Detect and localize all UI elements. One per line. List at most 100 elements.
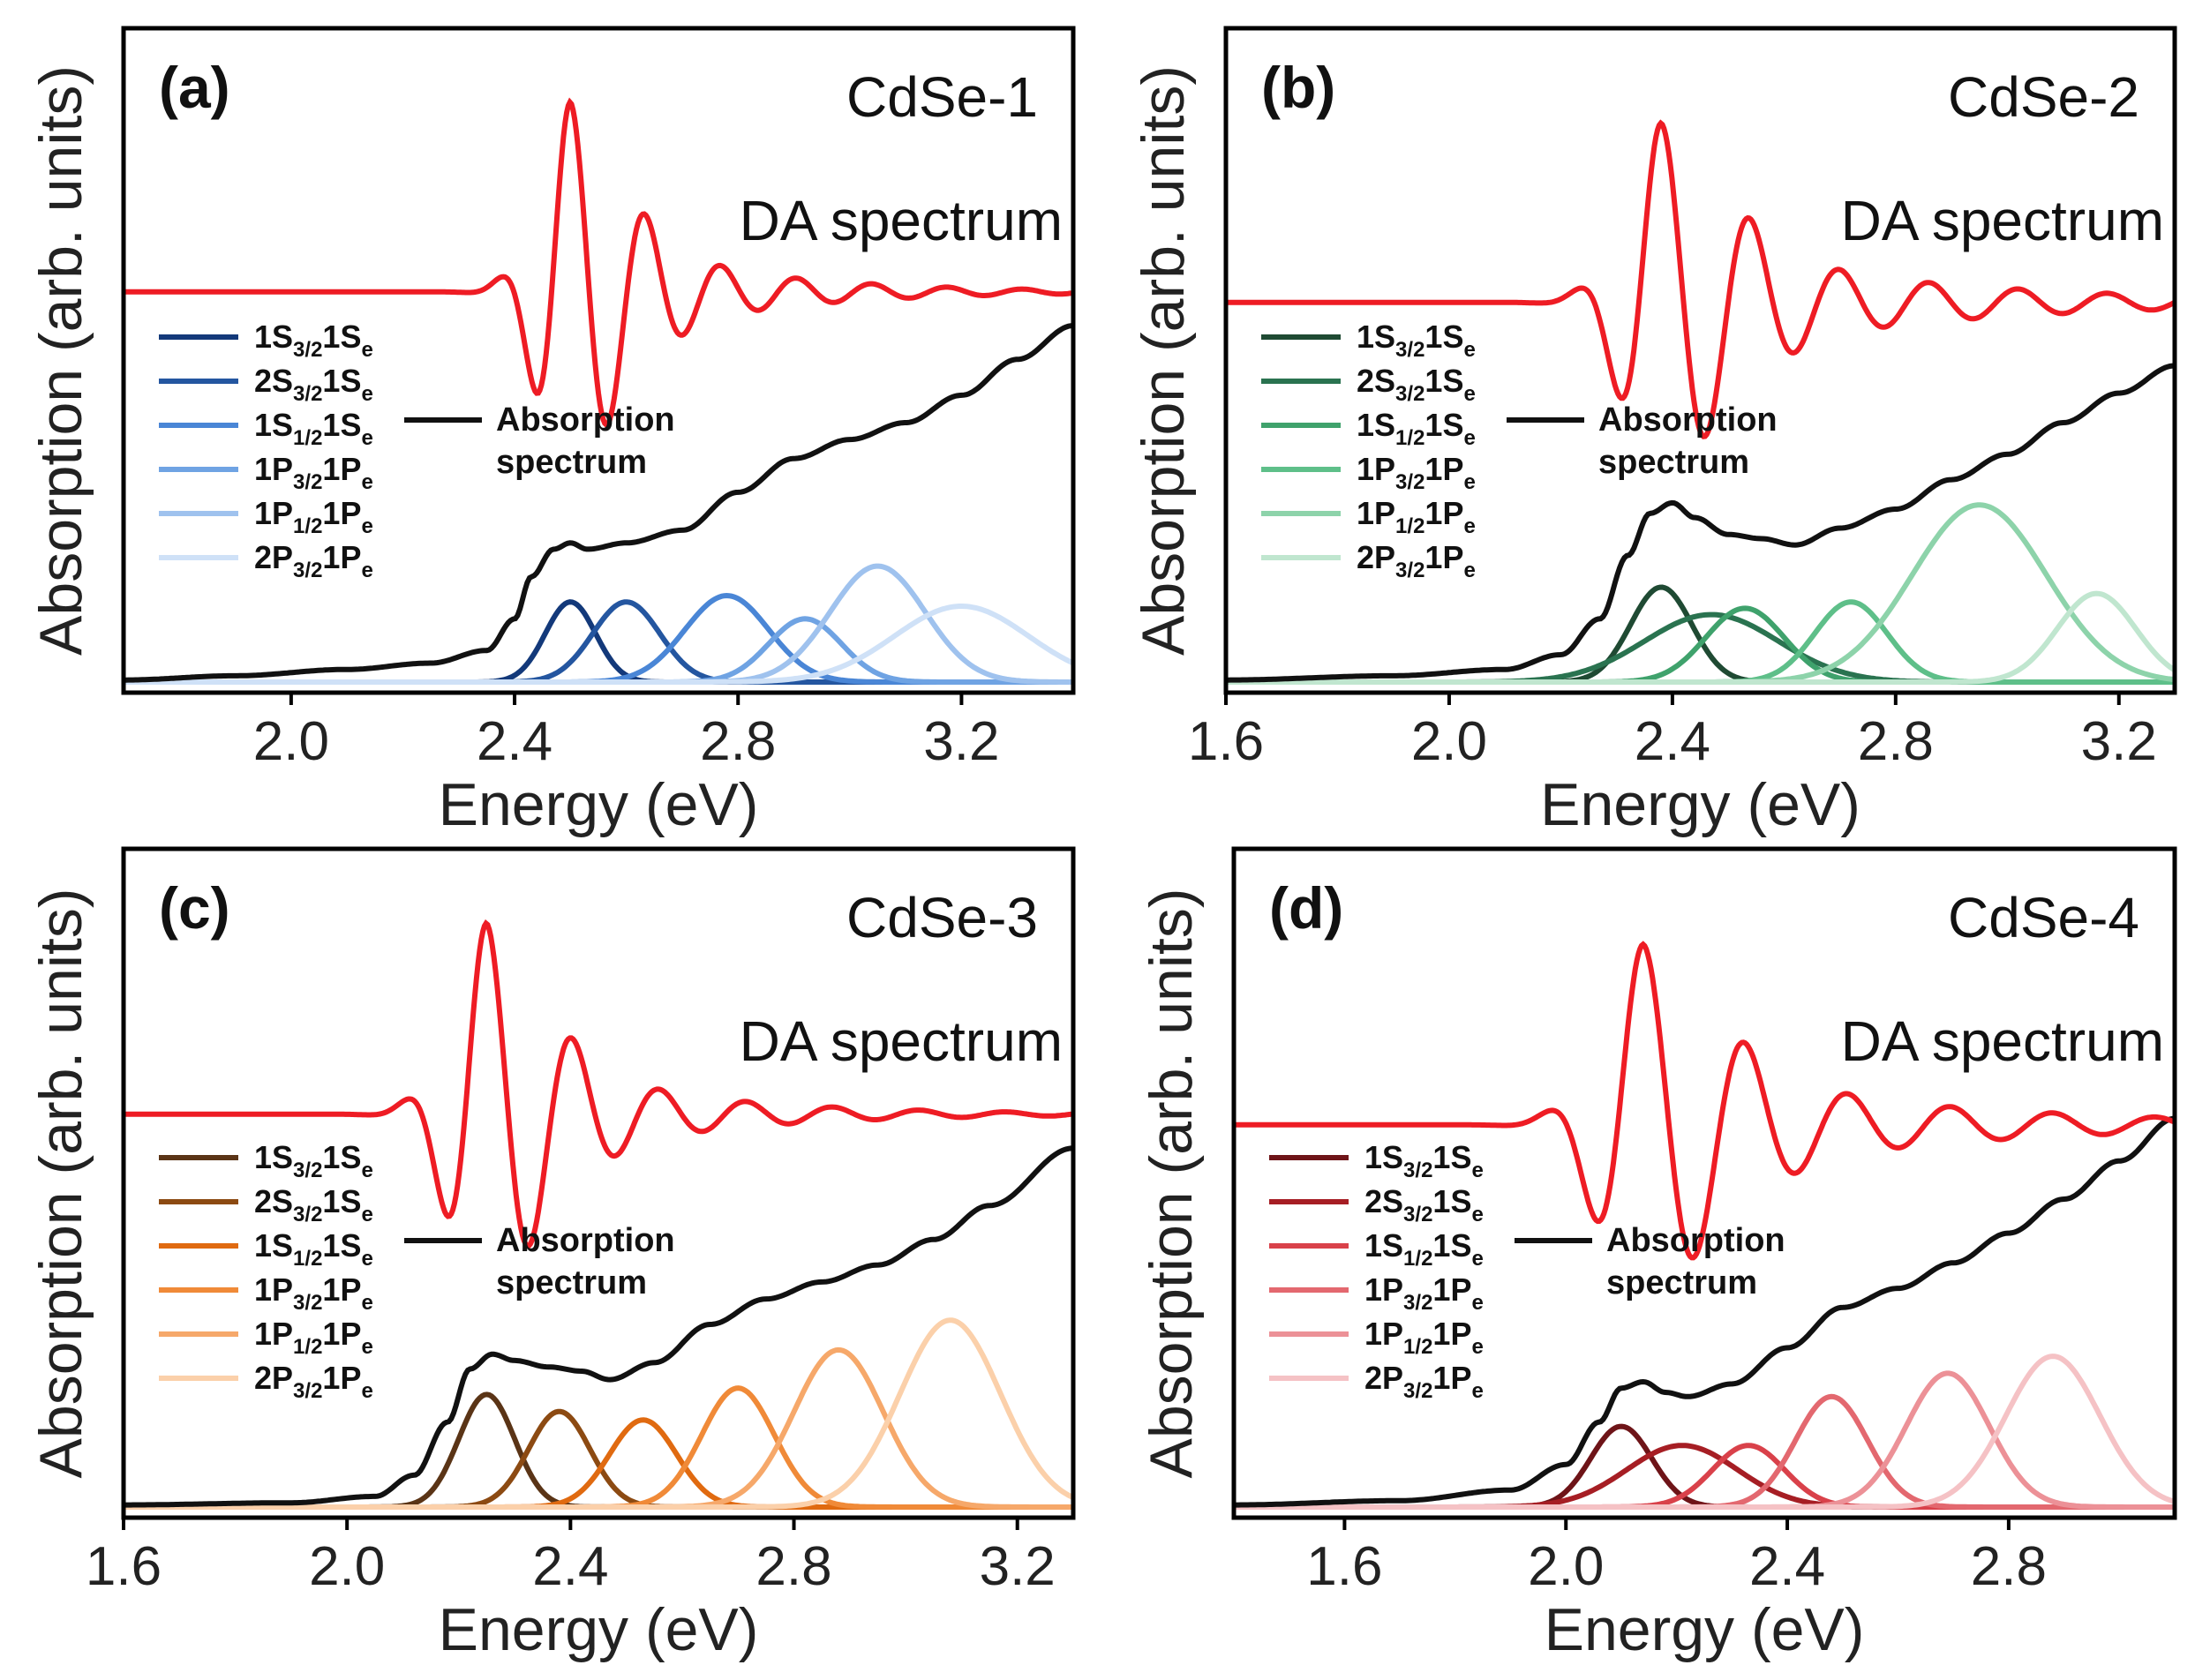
x-tick-label: 2.0 [309,1536,385,1597]
legend-label: 2P3/21Pe [1357,539,1476,582]
plot-area [1226,119,2175,685]
x-tick-label: 2.4 [1635,711,1710,772]
legend-label: 1S3/21Se [254,319,373,362]
gaussian-6-line [1234,1354,2175,1510]
legend-label-part: 1S [1432,1183,1471,1219]
plot-area [124,97,1073,685]
legend-label-part: e [1471,1203,1483,1226]
sample-label: CdSe-2 [1948,65,2139,129]
legend-label-part: e [1463,426,1475,450]
da-spectrum-label: DA spectrum [1841,1009,2164,1073]
legend-label-part: 1S [1357,407,1395,443]
legend-label-part: e [361,1203,372,1226]
x-axis-label: Energy (eV) [439,1596,759,1663]
legend-label-part: 1P [322,1316,361,1352]
legend-label-part: 3/2 [293,1203,322,1226]
y-axis-label: Absorption (arb. units) [27,889,94,1479]
legend-item: 2S3/21Se [1269,1183,1484,1226]
legend-label-part: e [1471,1291,1483,1315]
legend-item: 1P1/21Pe [1261,495,1476,538]
legend-label-part: 2P [1357,539,1395,575]
panel-a: 2.0 2.4 2.8 3.2 Energy (eV) Absorption (arb. … [27,26,1076,838]
legend-item: 2P3/21Pe [159,539,373,582]
legend-label: 2S3/21Se [1357,363,1476,406]
absorption-legend-label: Absorption [496,401,675,439]
legend-label-part: e [1471,1247,1483,1271]
legend-label-part: e [361,1335,372,1359]
legend-label-part: 3/2 [293,1379,322,1403]
legend-label-part: 1/2 [1395,514,1424,538]
legend-label-part: e [1471,1159,1483,1182]
x-axis-label: Energy (eV) [439,771,759,838]
legend-label-part: 1S [254,407,293,443]
gaussian-6-line [124,604,1073,685]
legend-item: 2P3/21Pe [1261,539,1476,582]
gaussian-2-line [1226,611,2175,685]
legend-item: 1S1/21Se [159,1227,373,1271]
legend-item: 2S3/21Se [159,1183,373,1226]
legend-label: 1S3/21Se [1357,319,1476,362]
legend-label-part: 2P [254,539,293,575]
y-axis-label: Absorption (arb. units) [1130,65,1197,656]
legend-label: 2S3/21Se [254,363,373,406]
legend-item: 1P3/21Pe [1269,1271,1484,1315]
legend-label-part: 1S [1357,319,1395,355]
x-tick-label: 2.8 [700,711,776,772]
gaussian-1-line [1234,1423,2175,1510]
legend-item: 2S3/21Se [159,363,373,406]
absorption-legend-label: spectrum [1606,1264,1757,1301]
legend-label-part: 1P [254,451,293,487]
legend-item: 2P3/21Pe [1269,1360,1484,1403]
sample-label: CdSe-4 [1948,886,2139,949]
legend-label: 1S3/21Se [1364,1139,1484,1182]
x-tick-label: 3.2 [923,711,999,772]
da-spectrum-label: DA spectrum [740,1009,1063,1073]
legend-label-part: 1P [1424,495,1463,531]
legend-label-part: 1P [254,1271,293,1308]
legend-item: 1S3/21Se [1269,1139,1484,1182]
legend-item: 2P3/21Pe [159,1360,373,1403]
sample-label: CdSe-3 [846,886,1038,949]
x-tick-label: 2.0 [1411,711,1487,772]
legend-label-part: 1S [254,1139,293,1175]
legend-label-part: e [361,1291,372,1315]
legend-label-part: 3/2 [1403,1203,1432,1226]
legend-label: 1S1/21Se [1357,407,1476,450]
legend-label-part: 1S [254,1227,293,1264]
gaussian-6-line [1226,590,2175,685]
sample-label: CdSe-1 [846,65,1038,129]
x-tick-label: 2.0 [253,711,329,772]
legend-label-part: 1P [1357,495,1395,531]
legend-label-part: 3/2 [1395,382,1424,406]
da-spectrum-line [1234,941,2175,1261]
absorption-spectrum-line [1226,363,2175,683]
da-spectrum-label: DA spectrum [1841,189,2164,252]
legend-label-part: 1S [322,363,361,399]
legend-label-part: 1S [1424,319,1463,355]
gaussian-2-line [124,1408,1073,1510]
legend-label-part: 1P [322,1360,361,1396]
legend-label-part: 3/2 [1395,338,1424,362]
legend-label-part: 3/2 [293,470,322,494]
legend-label-part: 1P [1432,1316,1471,1352]
legend-label-part: e [1463,514,1475,538]
legend-label: 1P1/21Pe [254,495,373,538]
legend-label-part: 1P [254,495,293,531]
x-tick-label: 2.8 [1858,711,1934,772]
legend-label-part: 1P [322,539,361,575]
legend-item: 1S1/21Se [1269,1227,1484,1271]
x-tick-label: 2.8 [755,1536,831,1597]
absorption-legend-label: Absorption [1598,401,1778,439]
legend-label-part: 1S [322,319,361,355]
legend-label-part: 1P [1364,1271,1403,1308]
legend-label-part: 3/2 [1403,1379,1432,1403]
legend-label-part: 1S [322,407,361,443]
absorption-legend-label: spectrum [1598,444,1749,481]
legend-item: 1P1/21Pe [159,1316,373,1359]
legend-label-part: 1P [1432,1271,1471,1308]
legend-label-part: 1P [1364,1316,1403,1352]
x-tick-label: 1.6 [1188,711,1264,772]
legend-label-part: e [361,382,372,406]
legend-label-part: 3/2 [1403,1159,1432,1182]
legend-label-part: 3/2 [293,382,322,406]
